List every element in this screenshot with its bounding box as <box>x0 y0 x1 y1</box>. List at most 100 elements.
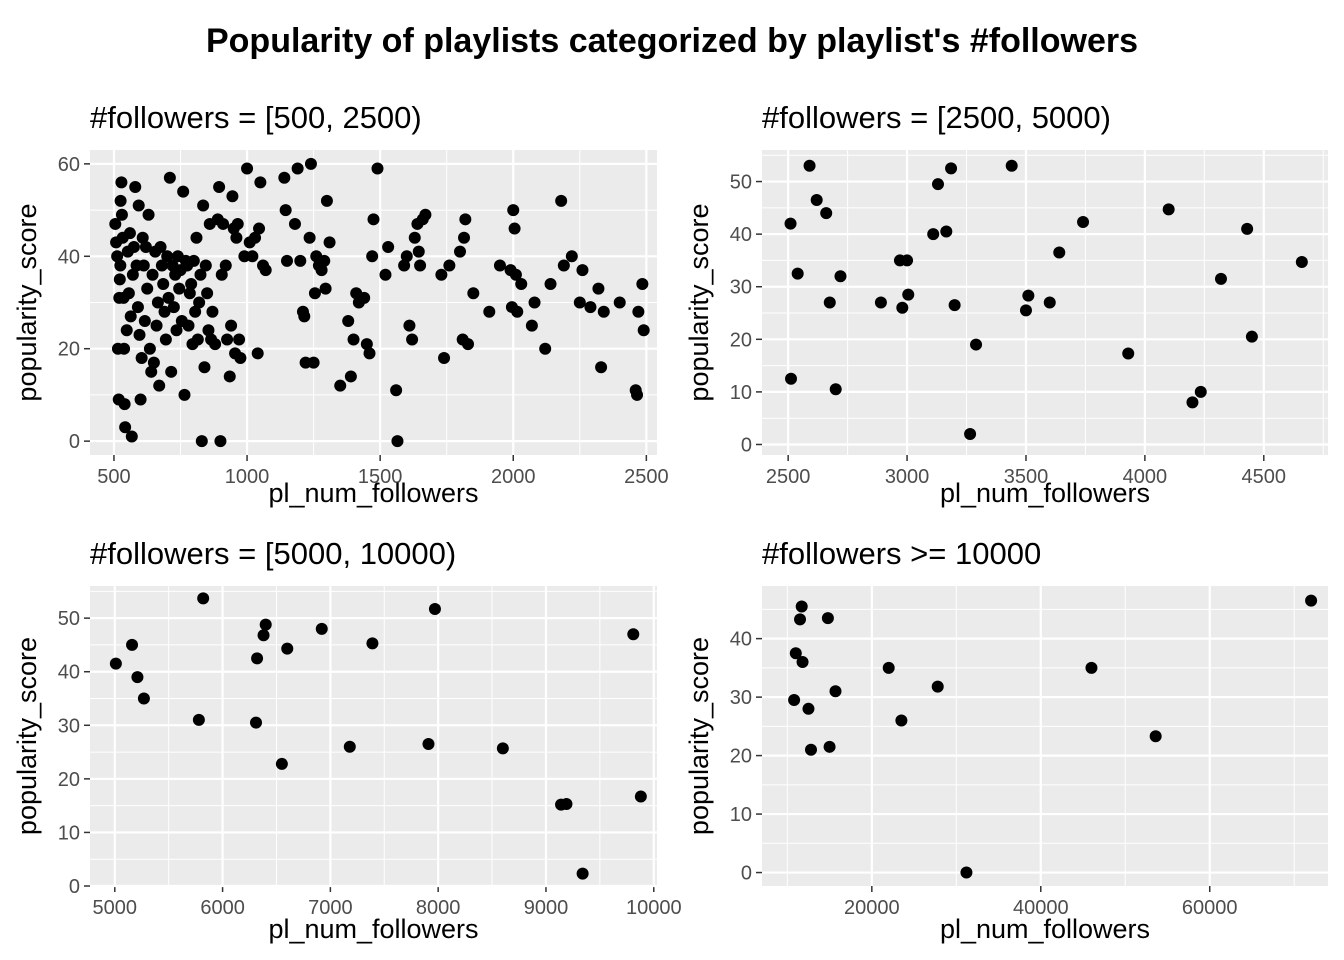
data-point <box>279 204 292 217</box>
panel-title: #followers = [5000, 10000) <box>90 536 456 571</box>
x-tick-label: 5000 <box>93 897 138 919</box>
data-point <box>347 333 360 346</box>
data-point <box>195 435 208 448</box>
data-point <box>111 250 124 263</box>
data-point <box>627 628 640 641</box>
data-point <box>1077 216 1090 229</box>
data-point <box>250 716 263 729</box>
panel-title: #followers = [500, 2500) <box>90 100 422 135</box>
data-point <box>1162 203 1175 216</box>
y-axis-title: popularity_score <box>12 637 42 835</box>
data-point <box>315 264 328 277</box>
data-point <box>1022 289 1035 302</box>
data-point <box>134 393 147 406</box>
data-point <box>435 268 448 281</box>
data-point <box>565 250 578 263</box>
data-point <box>234 351 247 364</box>
data-point <box>412 245 425 258</box>
data-point <box>194 268 207 281</box>
data-point <box>142 208 155 221</box>
data-point <box>927 228 940 241</box>
data-point <box>161 250 174 263</box>
data-point <box>135 351 148 364</box>
data-point <box>126 638 139 651</box>
panel-title: #followers >= 10000 <box>762 536 1041 571</box>
data-point <box>901 254 914 267</box>
x-tick-label: 6000 <box>200 897 245 919</box>
data-point <box>414 259 427 272</box>
data-point <box>379 268 392 281</box>
data-point <box>246 250 259 263</box>
data-point <box>1019 304 1032 317</box>
y-tick-label: 20 <box>730 746 752 768</box>
data-point <box>454 245 467 258</box>
data-point <box>467 287 480 300</box>
data-point <box>320 194 333 207</box>
data-point <box>158 305 171 318</box>
x-tick-label: 1000 <box>225 466 270 488</box>
data-point <box>251 347 264 360</box>
data-point <box>115 208 128 221</box>
data-point <box>785 372 798 385</box>
y-tick-label: 20 <box>58 769 80 791</box>
data-point <box>788 694 801 707</box>
data-point <box>115 176 128 189</box>
data-point <box>948 299 961 312</box>
plot-background <box>762 586 1328 886</box>
data-point <box>159 333 172 346</box>
data-point <box>304 157 317 170</box>
y-tick-label: 40 <box>58 662 80 684</box>
data-point <box>931 178 944 191</box>
data-point <box>193 296 206 309</box>
y-tick-label: 30 <box>58 715 80 737</box>
data-point <box>259 618 272 631</box>
y-tick-label: 60 <box>58 154 80 176</box>
x-tick-label: 2500 <box>766 466 811 488</box>
data-point <box>157 278 170 291</box>
data-point <box>303 231 316 244</box>
x-axis-title: pl_num_followers <box>268 478 478 508</box>
data-point <box>189 305 202 318</box>
y-tick-label: 0 <box>741 434 752 456</box>
y-tick-label: 20 <box>58 339 80 361</box>
data-point <box>281 642 294 655</box>
data-point <box>367 213 380 226</box>
data-point <box>177 185 190 198</box>
y-tick-label: 50 <box>58 608 80 630</box>
data-point <box>257 629 270 642</box>
data-point <box>382 241 395 254</box>
data-point <box>964 427 977 440</box>
data-point <box>199 259 212 272</box>
data-point <box>132 199 145 212</box>
data-point <box>254 176 267 189</box>
data-point <box>970 338 983 351</box>
panel-4: #followers >= 10000 20000 40000 60000 0 10 20 3… <box>684 536 1328 944</box>
data-point <box>791 267 804 280</box>
data-point <box>173 282 186 295</box>
data-point <box>804 743 817 756</box>
x-tick-label: 3500 <box>1004 466 1049 488</box>
data-point <box>192 713 205 726</box>
data-point <box>528 296 541 309</box>
data-point <box>213 180 226 193</box>
data-point <box>400 250 413 263</box>
data-point <box>163 171 176 184</box>
data-point <box>249 231 262 244</box>
data-point <box>182 319 195 332</box>
x-tick-label: 2000 <box>491 466 536 488</box>
data-point <box>555 194 568 207</box>
data-point <box>458 231 471 244</box>
data-point <box>834 270 847 283</box>
data-point <box>408 231 421 244</box>
figure-title: Popularity of playlists categorized by p… <box>205 22 1138 60</box>
data-point <box>219 259 232 272</box>
data-point <box>202 324 215 337</box>
data-point <box>343 740 356 753</box>
data-point <box>940 225 953 238</box>
panel-1: #followers = [500, 2500) 500 1000 1500 2000 2… <box>12 100 669 508</box>
data-point <box>344 370 357 383</box>
data-point <box>1122 347 1135 360</box>
x-tick-label: 1500 <box>358 466 403 488</box>
data-point <box>126 268 139 281</box>
y-axis-title: popularity_score <box>684 203 714 401</box>
